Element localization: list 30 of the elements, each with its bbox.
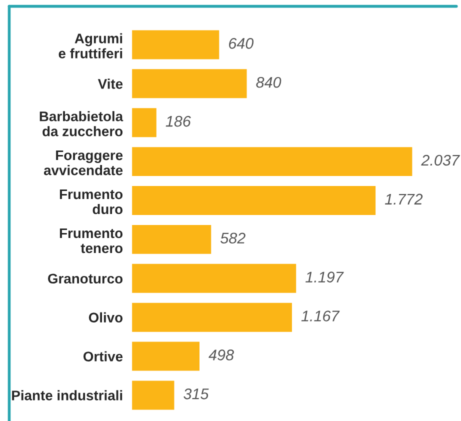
y-tick-label: Ortive (83, 351, 123, 362)
y-tick-label: Piante industriali (12, 390, 122, 400)
bar (131, 262, 298, 294)
y-tick-label: Granoturco (48, 274, 123, 284)
data-label: 1.197 (306, 272, 344, 282)
y-tick-label: Vite (98, 78, 123, 89)
bar (131, 184, 377, 216)
bar (131, 301, 294, 334)
data-label: 186 (166, 116, 191, 127)
data-label: 582 (220, 232, 246, 244)
y-tick-label: Olivo (88, 312, 123, 322)
y-tick-label: Foraggere avvicendate (44, 150, 123, 176)
data-label: 315 (184, 388, 209, 400)
bar (131, 146, 414, 178)
bar (131, 379, 176, 412)
bar (131, 340, 201, 372)
data-label: 498 (208, 350, 234, 360)
bar (131, 224, 213, 256)
data-label: 1.772 (384, 194, 423, 204)
data-label: 840 (256, 76, 282, 88)
data-label: 640 (229, 38, 254, 49)
data-label: 1.167 (301, 310, 340, 322)
y-tick-label: Frumento tenero (60, 228, 123, 254)
y-tick-label: Barbabietola da zucchero (40, 111, 124, 136)
bar (131, 106, 158, 138)
data-label: 2.037 (421, 154, 460, 166)
y-tick-label: Frumento duro (60, 190, 123, 214)
bar (131, 68, 248, 100)
y-tick-label: Agrumi e fruttiferi (58, 33, 122, 58)
bar (131, 28, 221, 61)
